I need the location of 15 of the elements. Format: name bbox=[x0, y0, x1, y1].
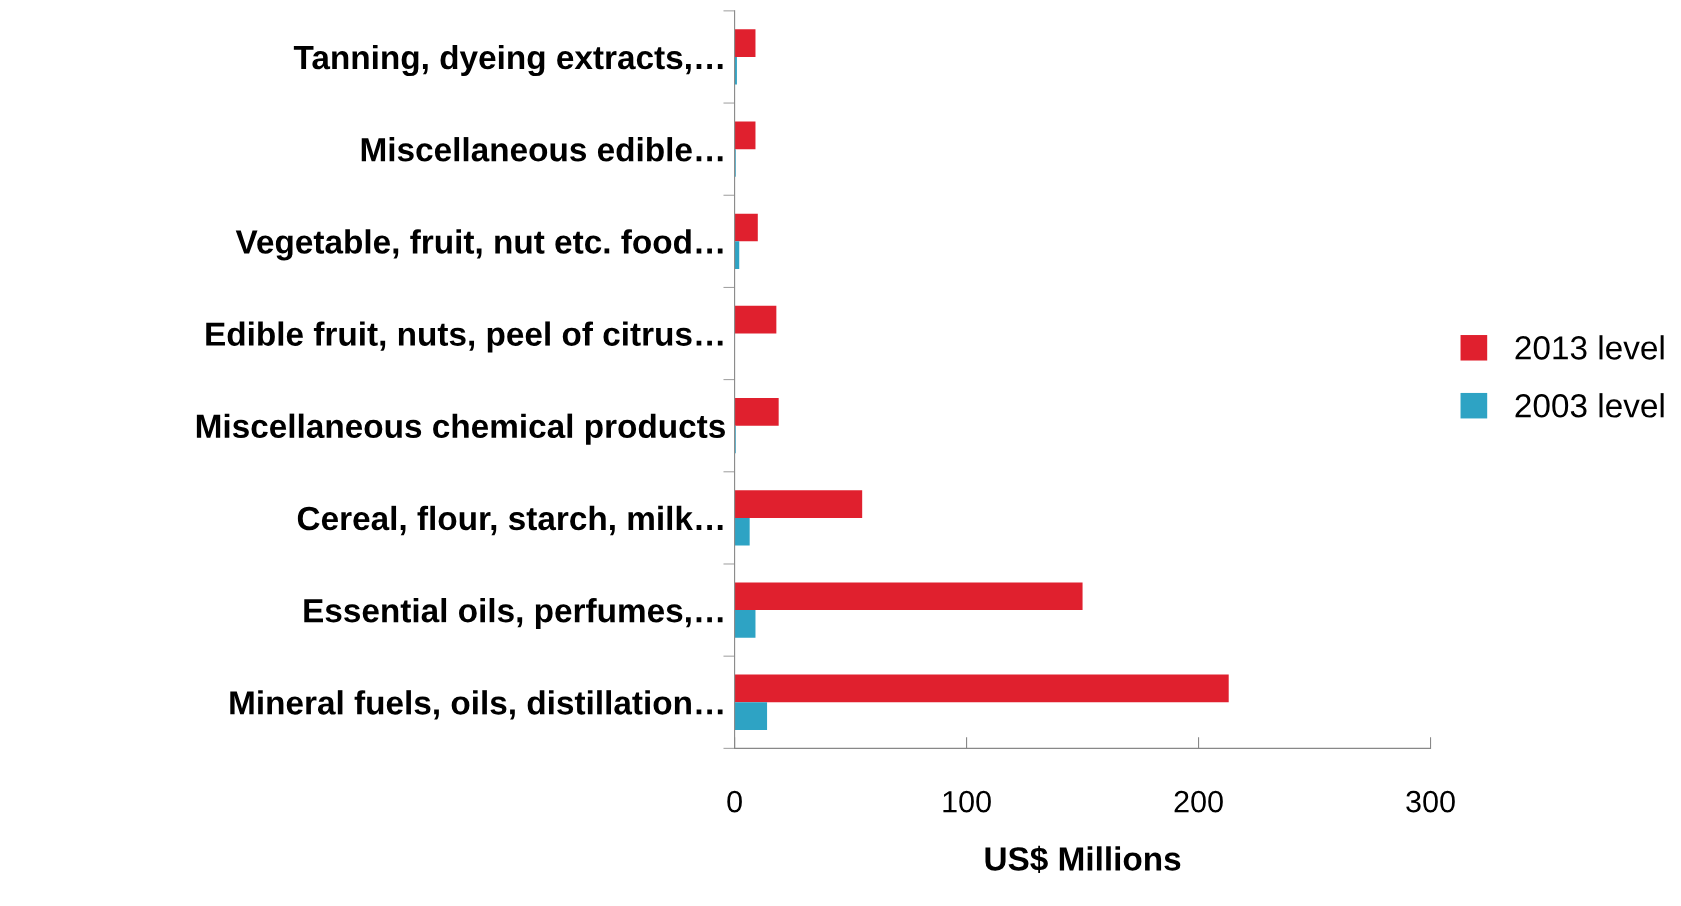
x-tick-label: 300 bbox=[1406, 790, 1455, 813]
y-tick-label: Cereal, flour, starch, milk… bbox=[297, 505, 723, 536]
y-tick-label: Edible fruit, nuts, peel of citrus… bbox=[206, 321, 723, 353]
x-tick-label: 100 bbox=[943, 790, 991, 813]
x-tick-label: 200 bbox=[1174, 790, 1223, 813]
y-tick-label: Miscellaneous edible… bbox=[361, 137, 723, 162]
y-tick-label: Vegetable, fruit, nut etc. food… bbox=[235, 229, 723, 261]
y-tick-label: Tanning, dyeing extracts,… bbox=[293, 44, 723, 77]
x-axis-title: US$ Millions bbox=[985, 845, 1181, 873]
x-tick-label: 0 bbox=[727, 790, 742, 813]
y-tick-label: Essential oils, perfumes,… bbox=[304, 598, 723, 630]
y-tick-label: Miscellaneous chemical products bbox=[196, 413, 725, 445]
legend-label: 2003 level bbox=[1515, 393, 1664, 418]
legend-label: 2013 level bbox=[1515, 335, 1664, 360]
y-tick-label: Mineral fuels, oils, distillation… bbox=[230, 690, 723, 720]
